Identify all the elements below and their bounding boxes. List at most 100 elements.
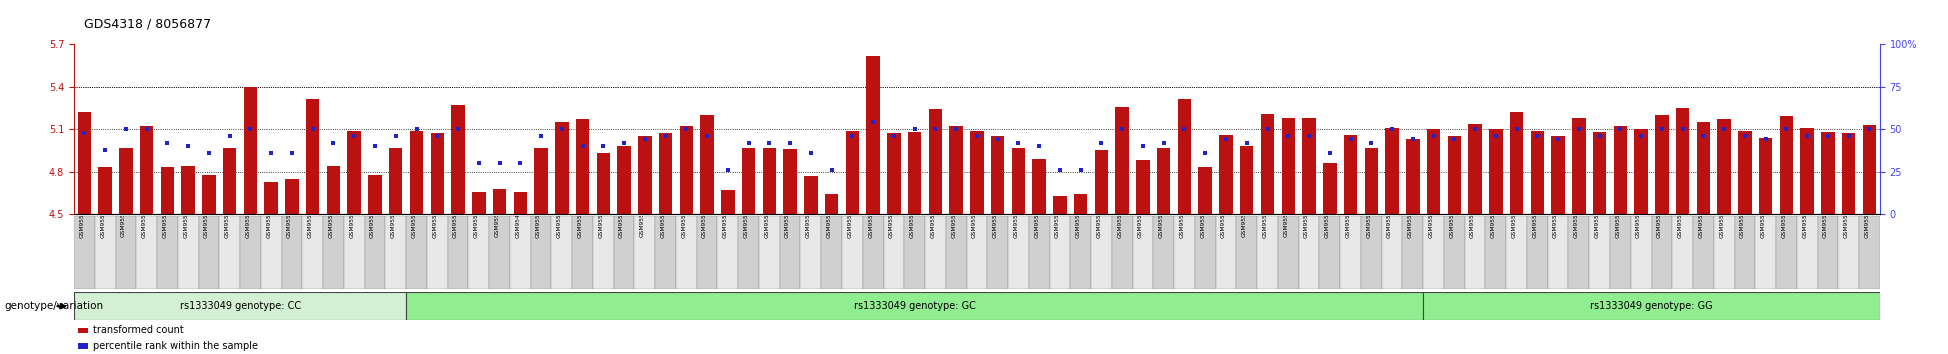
Bar — [427, 216, 448, 289]
Bar — [514, 192, 528, 214]
Text: GSM955074: GSM955074 — [1346, 201, 1350, 238]
Point — [236, 126, 267, 132]
Point — [1646, 126, 1677, 132]
Text: GSM955095: GSM955095 — [454, 201, 458, 238]
Text: GSM955044: GSM955044 — [1658, 201, 1662, 238]
Point — [1231, 140, 1262, 145]
Text: GSM955006: GSM955006 — [1428, 202, 1434, 238]
Bar — [1551, 136, 1564, 214]
Text: GSM955015: GSM955015 — [701, 202, 707, 238]
Bar — [966, 216, 988, 289]
Bar — [240, 216, 261, 289]
Bar — [1136, 160, 1149, 214]
Bar — [680, 126, 693, 214]
Point — [1562, 126, 1593, 132]
Bar — [1007, 216, 1029, 289]
Point — [111, 126, 142, 132]
Text: GSM955010: GSM955010 — [1471, 202, 1475, 238]
Text: GSM955041: GSM955041 — [993, 202, 997, 238]
Bar — [1198, 167, 1212, 214]
Point — [1833, 133, 1864, 139]
Bar — [551, 216, 573, 289]
Text: GSM955007: GSM955007 — [1449, 201, 1455, 238]
Bar — [1260, 114, 1274, 214]
Text: GSM955034: GSM955034 — [888, 201, 894, 238]
Bar — [1843, 133, 1854, 214]
Bar — [471, 192, 485, 214]
Point — [588, 143, 619, 149]
Point — [1418, 133, 1449, 139]
Bar — [323, 216, 345, 289]
Bar — [1531, 131, 1545, 214]
Point — [1459, 126, 1490, 132]
Bar — [489, 216, 510, 289]
Bar — [78, 343, 88, 349]
Bar — [1303, 118, 1315, 214]
Bar — [1734, 216, 1755, 289]
Text: GSM955039: GSM955039 — [972, 201, 978, 238]
Bar — [1153, 216, 1175, 289]
Bar — [717, 216, 738, 289]
Bar — [1219, 135, 1233, 214]
Bar — [1323, 163, 1336, 214]
Bar — [1385, 128, 1399, 214]
Text: GSM955037: GSM955037 — [951, 201, 956, 238]
Bar — [136, 216, 158, 289]
Bar — [302, 216, 323, 289]
Text: GSM955024: GSM955024 — [1553, 201, 1558, 238]
Bar — [1340, 216, 1362, 289]
Bar — [1759, 138, 1773, 214]
Bar — [1800, 128, 1814, 214]
Bar — [368, 175, 382, 214]
Point — [1854, 126, 1886, 132]
Text: GSM955029: GSM955029 — [806, 201, 810, 238]
Bar — [1572, 118, 1586, 214]
Bar — [805, 176, 818, 214]
Bar — [863, 216, 884, 289]
Text: genotype/variation: genotype/variation — [4, 301, 103, 311]
Text: GSM955019: GSM955019 — [142, 202, 146, 238]
Text: GSM955011: GSM955011 — [639, 202, 645, 238]
Point — [1543, 137, 1574, 142]
Bar — [721, 190, 734, 214]
Bar — [1069, 216, 1091, 289]
Point — [629, 137, 660, 142]
Bar — [845, 131, 859, 214]
Text: GSM955088: GSM955088 — [411, 201, 417, 238]
Bar — [405, 216, 427, 289]
Text: GSM955065: GSM955065 — [1262, 202, 1268, 238]
Bar — [1693, 216, 1714, 289]
Text: GSM955046: GSM955046 — [1056, 202, 1060, 238]
Bar — [1029, 216, 1050, 289]
Text: GSM955101: GSM955101 — [495, 202, 499, 238]
Bar — [925, 216, 947, 289]
Text: GSM955032: GSM955032 — [847, 201, 853, 238]
Point — [567, 143, 598, 149]
Bar — [1549, 216, 1568, 289]
Bar — [635, 216, 655, 289]
Point — [318, 140, 349, 145]
Text: GSM955068: GSM955068 — [1780, 202, 1786, 238]
Point — [1480, 133, 1512, 139]
Bar — [1362, 216, 1381, 289]
Text: GSM955030: GSM955030 — [826, 201, 832, 238]
Bar — [1344, 135, 1358, 214]
Point — [1128, 143, 1159, 149]
Bar — [618, 146, 631, 214]
Bar — [1278, 216, 1299, 289]
Text: GSM955040: GSM955040 — [1636, 201, 1640, 238]
Bar — [555, 122, 569, 214]
Text: rs1333049 genotype: CC: rs1333049 genotype: CC — [179, 301, 300, 311]
Point — [1334, 137, 1366, 142]
Text: GSM955045: GSM955045 — [1034, 201, 1038, 238]
Bar — [1095, 150, 1108, 214]
Bar — [822, 216, 842, 289]
Text: GSM955002: GSM955002 — [80, 201, 84, 238]
Bar — [577, 119, 590, 214]
Point — [1730, 133, 1761, 139]
Bar — [1175, 216, 1194, 289]
Point — [255, 150, 286, 156]
Bar — [886, 133, 900, 214]
Bar — [1755, 216, 1777, 289]
Bar — [1469, 124, 1482, 214]
